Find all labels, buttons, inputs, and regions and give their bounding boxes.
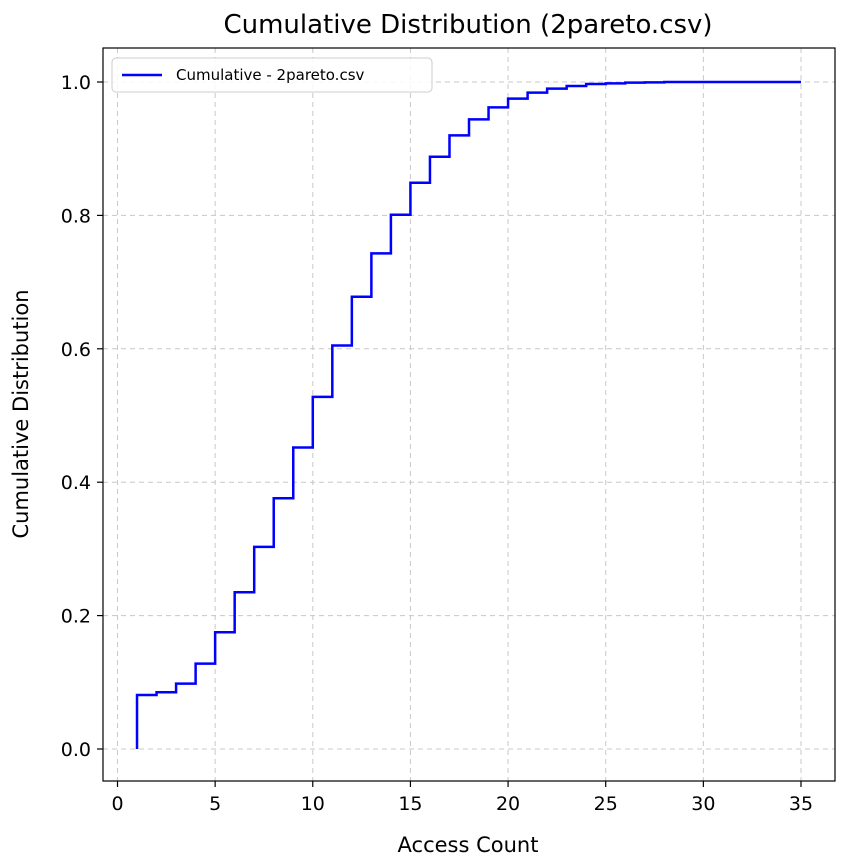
series-line-2pareto xyxy=(135,80,801,749)
x-tick-label: 0 xyxy=(111,793,123,815)
legend-entry-label: Cumulative - 2pareto.csv xyxy=(176,66,365,84)
x-tick-label: 15 xyxy=(398,793,422,815)
y-tick-label: 0.4 xyxy=(61,472,91,494)
x-tick-label: 35 xyxy=(789,793,813,815)
chart-title: Cumulative Distribution (2pareto.csv) xyxy=(223,10,712,40)
series-layer xyxy=(135,80,801,749)
y-tick-label: 0.6 xyxy=(61,339,91,361)
x-axis: 0 5 10 15 20 25 30 35 xyxy=(111,781,813,815)
y-tick-label: 0.0 xyxy=(61,739,91,761)
grid xyxy=(103,48,835,781)
y-tick-label: 1.0 xyxy=(61,72,91,94)
y-tick-label: 0.2 xyxy=(61,606,91,628)
legend-box xyxy=(111,57,433,93)
x-tick-label: 20 xyxy=(496,793,520,815)
y-axis-label: Cumulative Distribution xyxy=(9,289,33,538)
x-tick-label: 30 xyxy=(691,793,715,815)
y-axis: 0.0 0.2 0.4 0.6 0.8 1.0 xyxy=(61,72,103,761)
x-tick-label: 25 xyxy=(594,793,618,815)
x-axis-label: Access Count xyxy=(398,833,539,857)
x-tick-label: 10 xyxy=(301,793,325,815)
x-tick-label: 5 xyxy=(209,793,221,815)
plot-frame xyxy=(102,47,836,782)
legend: Cumulative - 2pareto.csv xyxy=(111,57,433,93)
y-tick-label: 0.8 xyxy=(61,205,91,227)
